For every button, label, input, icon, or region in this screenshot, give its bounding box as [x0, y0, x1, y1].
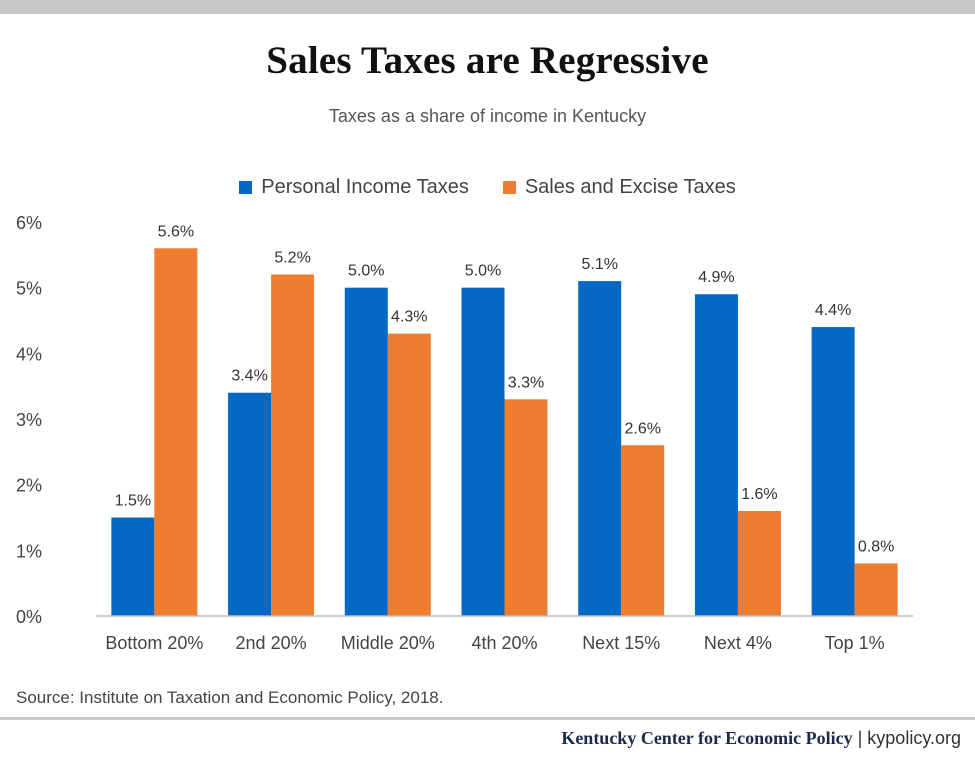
bar-personal-income [578, 281, 622, 616]
footer-org: Kentucky Center for Economic Policy [561, 728, 853, 748]
footer-divider [0, 717, 975, 720]
bar-personal-income [228, 392, 272, 616]
footer: Kentucky Center for Economic Policy | ky… [561, 728, 961, 749]
x-tick-label: Next 4% [704, 633, 772, 653]
bar-personal-income [694, 294, 738, 616]
x-tick-label: 2nd 20% [236, 633, 307, 653]
bar-personal-income [111, 517, 155, 616]
data-label: 3.4% [231, 368, 267, 385]
y-tick-label: 6% [16, 213, 42, 233]
top-border [0, 0, 975, 14]
bar-personal-income [811, 327, 855, 616]
footer-site: kypolicy.org [867, 728, 961, 748]
bar-sales-excise [854, 563, 898, 616]
x-tick-label: Middle 20% [341, 633, 435, 653]
y-tick-label: 0% [16, 607, 42, 627]
bar-sales-excise [621, 445, 665, 616]
footer-separator: | [852, 728, 868, 748]
x-tick-label: Next 15% [582, 633, 660, 653]
y-tick-label: 5% [16, 279, 42, 299]
x-tick-label: Bottom 20% [105, 633, 203, 653]
data-label: 4.3% [391, 309, 427, 326]
y-tick-label: 2% [16, 476, 42, 496]
legend-label-personal-income: Personal Income Taxes [261, 176, 469, 198]
chart-title: Sales Taxes are Regressive [266, 39, 709, 82]
bar-sales-excise [504, 399, 548, 616]
data-label: 0.8% [858, 538, 894, 555]
legend: Personal Income Taxes Sales and Excise T… [0, 176, 975, 199]
bar-personal-income [344, 287, 388, 616]
legend-swatch-personal-income [239, 181, 253, 194]
source-note: Source: Institute on Taxation and Econom… [16, 688, 444, 707]
y-tick-label: 4% [16, 344, 42, 364]
legend-label-sales-excise: Sales and Excise Taxes [524, 176, 736, 198]
data-label: 1.6% [741, 486, 777, 503]
y-tick-label: 1% [16, 541, 42, 561]
bar-sales-excise [737, 510, 781, 616]
x-tick-label: Top 1% [825, 633, 885, 653]
data-label: 5.0% [348, 263, 384, 280]
data-label: 5.2% [274, 250, 310, 267]
x-tick-label: 4th 20% [471, 633, 537, 653]
data-label: 2.6% [624, 420, 660, 437]
data-label: 5.0% [465, 263, 501, 280]
bar-sales-excise [271, 274, 315, 616]
chart-subtitle: Taxes as a share of income in Kentucky [328, 106, 647, 126]
bar-sales-excise [387, 333, 431, 616]
data-label: 1.5% [115, 493, 151, 510]
data-label: 5.1% [581, 256, 617, 273]
bar-sales-excise [154, 248, 198, 616]
data-label: 4.4% [815, 302, 851, 319]
legend-swatch-sales-excise [502, 181, 516, 194]
bar-chart: 0% 1% 2% 3% 4% 5% 6% 1.5% 5.6% Bottom 20% 3.4% 5.2%… [16, 213, 913, 653]
data-label: 3.3% [508, 374, 544, 391]
legend-item-sales-excise: Sales and Excise Taxes [502, 176, 736, 199]
data-label: 5.6% [158, 223, 194, 240]
legend-item-personal-income: Personal Income Taxes [239, 176, 469, 199]
data-label: 4.9% [698, 269, 734, 286]
y-tick-label: 3% [16, 410, 42, 430]
bar-personal-income [461, 287, 505, 616]
